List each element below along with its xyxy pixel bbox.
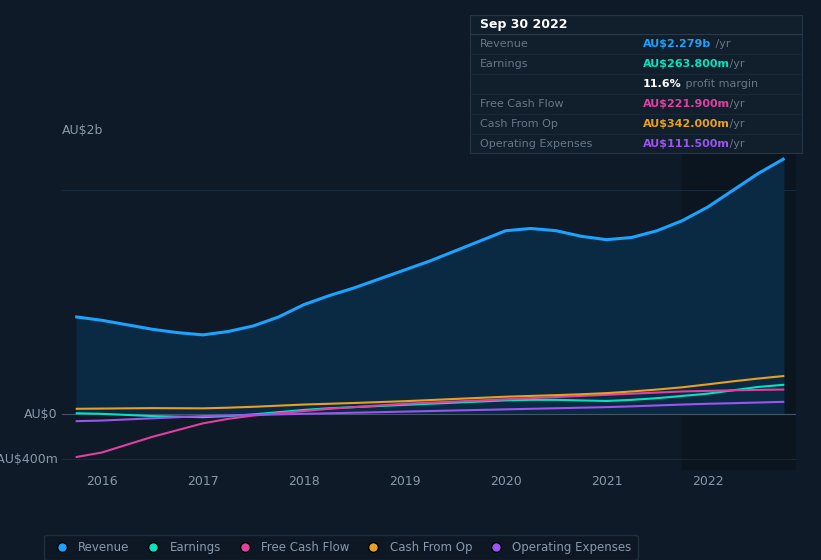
Text: Revenue: Revenue	[479, 39, 529, 49]
Bar	[682, 146, 796, 470]
Text: Earnings: Earnings	[479, 59, 528, 69]
Text: 11.6%: 11.6%	[643, 79, 681, 89]
Text: /yr: /yr	[727, 59, 745, 69]
Text: /yr: /yr	[727, 119, 745, 129]
Text: -AU$400m: -AU$400m	[0, 452, 58, 466]
Text: AU$2b: AU$2b	[62, 124, 103, 137]
Text: profit margin: profit margin	[682, 79, 759, 89]
Text: /yr: /yr	[712, 39, 730, 49]
Text: Free Cash Flow: Free Cash Flow	[479, 99, 563, 109]
Text: AU$342.000m: AU$342.000m	[643, 119, 729, 129]
Text: AU$2.279b: AU$2.279b	[643, 39, 711, 49]
Text: /yr: /yr	[727, 99, 745, 109]
Text: Operating Expenses: Operating Expenses	[479, 138, 592, 148]
Text: Sep 30 2022: Sep 30 2022	[479, 18, 567, 31]
Text: Cash From Op: Cash From Op	[479, 119, 557, 129]
Text: AU$221.900m: AU$221.900m	[643, 99, 730, 109]
Legend: Revenue, Earnings, Free Cash Flow, Cash From Op, Operating Expenses: Revenue, Earnings, Free Cash Flow, Cash …	[44, 535, 638, 559]
Text: AU$263.800m: AU$263.800m	[643, 59, 730, 69]
Text: /yr: /yr	[727, 138, 745, 148]
Text: AU$111.500m: AU$111.500m	[643, 138, 729, 148]
Text: AU$0: AU$0	[25, 408, 58, 421]
